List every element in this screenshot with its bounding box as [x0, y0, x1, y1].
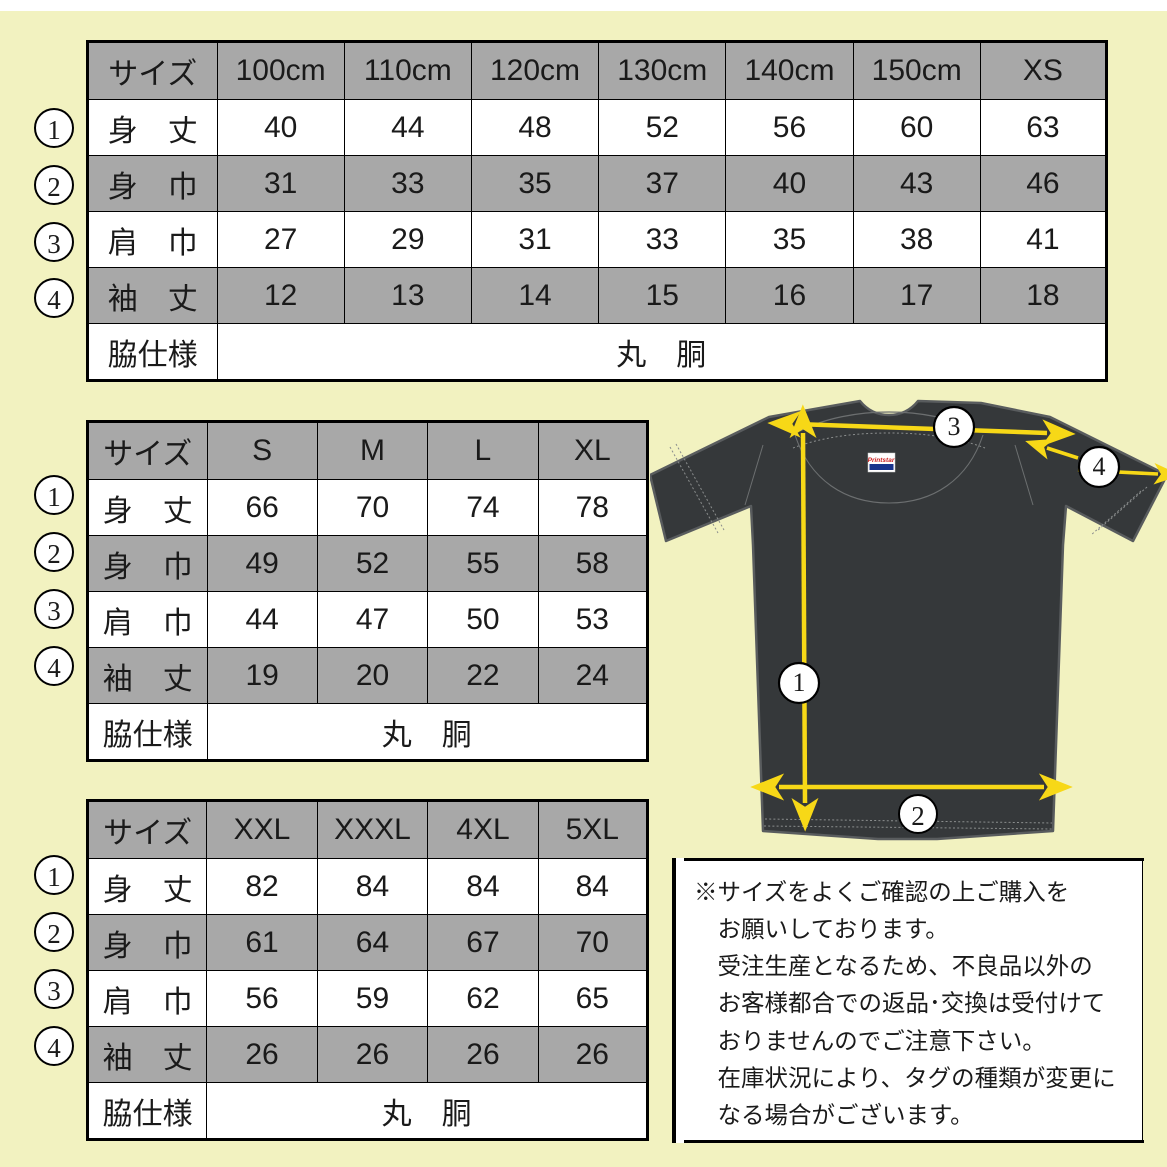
svg-text:4: 4: [1093, 452, 1106, 481]
svg-text:Printstar: Printstar: [868, 457, 895, 464]
svg-text:1: 1: [793, 668, 806, 697]
svg-text:3: 3: [948, 412, 961, 441]
